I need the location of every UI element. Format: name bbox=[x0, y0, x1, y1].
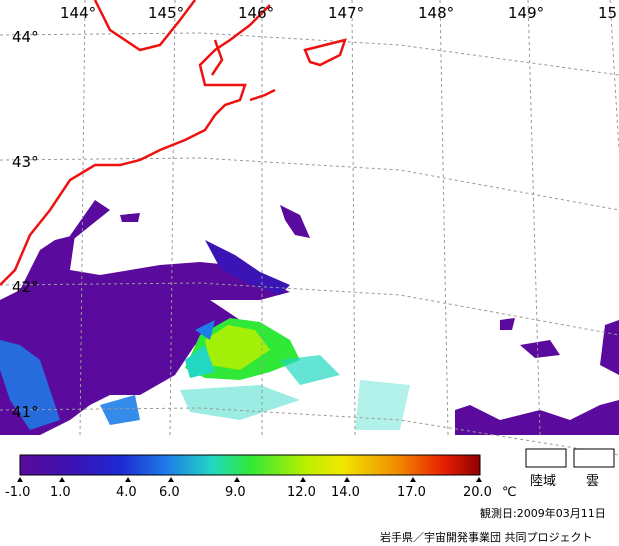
legend-tick: 12.0 bbox=[287, 485, 316, 500]
legend-tick: 4.0 bbox=[116, 485, 137, 500]
legend: -1.0 1.0 4.0 6.0 9.0 12.0 14.0 17.0 20.0… bbox=[5, 448, 615, 500]
latitude-labels: 44° 43° 42° 41° bbox=[12, 28, 39, 421]
legend-tick: 6.0 bbox=[159, 485, 180, 500]
sst-data-layer bbox=[0, 200, 619, 435]
legend-tick: 14.0 bbox=[331, 485, 360, 500]
lat-label: 43° bbox=[12, 153, 39, 171]
lon-label: 149° bbox=[508, 4, 544, 22]
lat-label: 41° bbox=[12, 403, 39, 421]
legend-unit: ℃ bbox=[502, 485, 517, 500]
lon-label: 15 bbox=[598, 4, 617, 22]
cloud-swatch bbox=[573, 448, 615, 468]
legend-tick: 20.0 bbox=[463, 485, 492, 500]
lat-label: 44° bbox=[12, 28, 39, 46]
cloud-label: 雲 bbox=[586, 474, 599, 489]
lon-label: 146° bbox=[238, 4, 274, 22]
credit-text: 岩手県／宇宙開発事業団 共同プロジェクト bbox=[380, 530, 593, 544]
land-swatch bbox=[525, 448, 567, 468]
coastline bbox=[0, 0, 347, 286]
legend-tick: 1.0 bbox=[50, 485, 71, 500]
graticule bbox=[0, 0, 619, 456]
lon-label: 147° bbox=[328, 4, 364, 22]
longitude-labels: 144° 145° 146° 147° 148° 149° 15 bbox=[60, 4, 617, 22]
lon-label: 144° bbox=[60, 4, 96, 22]
legend-tick: 17.0 bbox=[397, 485, 426, 500]
lon-label: 148° bbox=[418, 4, 454, 22]
legend-tick: 9.0 bbox=[225, 485, 246, 500]
legend-tick: -1.0 bbox=[5, 485, 30, 500]
land-label: 陸域 bbox=[530, 473, 556, 489]
lon-label: 145° bbox=[148, 4, 184, 22]
color-scale-bar bbox=[19, 454, 481, 476]
observation-date: 観測日:2009年03月11日 bbox=[480, 506, 606, 520]
lat-label: 42° bbox=[12, 278, 39, 296]
